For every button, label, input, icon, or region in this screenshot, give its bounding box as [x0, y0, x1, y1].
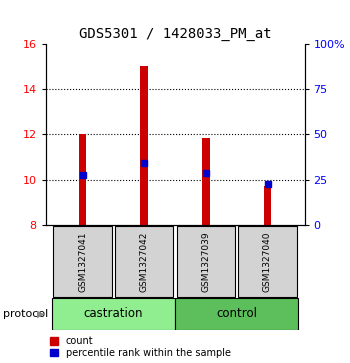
- Title: GDS5301 / 1428033_PM_at: GDS5301 / 1428033_PM_at: [79, 27, 271, 41]
- Text: GSM1327039: GSM1327039: [201, 231, 210, 292]
- Bar: [79, 134, 86, 225]
- Legend: count, percentile rank within the sample: count, percentile rank within the sample: [50, 336, 231, 358]
- FancyBboxPatch shape: [238, 226, 297, 297]
- Text: GSM1327040: GSM1327040: [263, 231, 272, 291]
- FancyBboxPatch shape: [176, 226, 235, 297]
- Bar: [264, 187, 271, 225]
- FancyBboxPatch shape: [53, 226, 112, 297]
- Bar: [202, 138, 210, 225]
- Text: protocol: protocol: [4, 309, 49, 319]
- Text: GSM1327042: GSM1327042: [140, 231, 149, 291]
- Text: castration: castration: [84, 307, 143, 321]
- FancyBboxPatch shape: [175, 298, 298, 330]
- Text: control: control: [216, 307, 257, 321]
- FancyBboxPatch shape: [52, 298, 175, 330]
- Bar: [140, 66, 148, 225]
- Text: GSM1327041: GSM1327041: [78, 231, 87, 291]
- Text: ▶: ▶: [37, 309, 44, 319]
- FancyBboxPatch shape: [115, 226, 174, 297]
